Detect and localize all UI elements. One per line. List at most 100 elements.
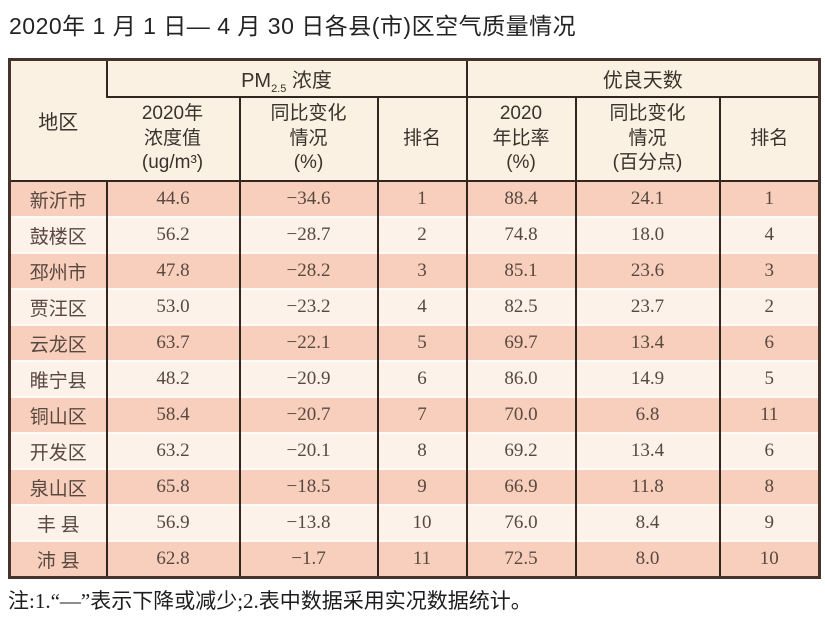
header-good-days-change: 同比变化 情况 (百分点) (574, 97, 720, 182)
cell-region: 丰 县 (9, 504, 107, 541)
header-pm25-change: 同比变化 情况 (%) (238, 97, 378, 182)
cell-region: 贾汪区 (9, 288, 107, 325)
cell-pm25-change: −34.6 (238, 181, 378, 217)
table-row: 睢宁县 48.2 −20.9 6 86.0 14.9 5 (9, 360, 820, 397)
cell-pm25-change: −20.7 (238, 396, 378, 433)
cell-pm25-rank: 4 (376, 288, 467, 325)
table-row: 鼓楼区 56.2 −28.7 2 74.8 18.0 4 (9, 216, 820, 253)
cell-good-days-change: 13.4 (574, 324, 720, 361)
header-sub-row: 2020年 浓度值 (ug/m³) 同比变化 情况 (%) 排名 2020 年比… (10, 97, 820, 182)
cell-pm25-change: −20.1 (238, 432, 378, 469)
cell-good-days-rank: 10 (718, 540, 820, 578)
cell-good-days-change: 11.8 (574, 468, 720, 505)
cell-pm25-rank: 3 (376, 252, 467, 289)
cell-good-days-rank: 2 (718, 288, 820, 325)
header-good-days-ratio: 2020 年比率 (%) (465, 97, 576, 182)
header-group-pm25: PM2.5 浓度 (105, 59, 467, 98)
cell-good-days-change: 8.4 (574, 504, 720, 541)
cell-good-days-ratio: 82.5 (465, 288, 576, 325)
cell-pm25-rank: 10 (376, 504, 467, 541)
table-body: 新沂市 44.6 −34.6 1 88.4 24.1 1 鼓楼区 56.2 −28.7 2 74.8 1… (9, 181, 820, 578)
cell-region: 开发区 (9, 432, 107, 469)
cell-good-days-ratio: 72.5 (465, 540, 576, 578)
cell-good-days-rank: 6 (718, 432, 820, 469)
cell-pm25-change: −18.5 (238, 468, 378, 505)
cell-region: 新沂市 (9, 181, 107, 217)
cell-pm25-concentration: 63.7 (105, 324, 240, 361)
cell-good-days-rank: 4 (718, 216, 820, 253)
cell-pm25-rank: 8 (376, 432, 467, 469)
cell-region: 鼓楼区 (9, 216, 107, 253)
cell-pm25-concentration: 48.2 (105, 360, 240, 397)
cell-region: 泉山区 (9, 468, 107, 505)
cell-pm25-change: −20.9 (238, 360, 378, 397)
cell-good-days-rank: 3 (718, 252, 820, 289)
cell-pm25-concentration: 65.8 (105, 468, 240, 505)
cell-pm25-concentration: 53.0 (105, 288, 240, 325)
header-group-good-days: 优良天数 (465, 59, 820, 98)
cell-good-days-change: 24.1 (574, 181, 720, 217)
table-row: 新沂市 44.6 −34.6 1 88.4 24.1 1 (9, 181, 820, 217)
pm25-subscript: 2.5 (271, 83, 287, 95)
cell-region: 邳州市 (9, 252, 107, 289)
header-pm25-rank: 排名 (376, 97, 467, 182)
cell-good-days-rank: 11 (718, 396, 820, 433)
cell-pm25-rank: 2 (376, 216, 467, 253)
cell-pm25-concentration: 56.9 (105, 504, 240, 541)
cell-pm25-rank: 7 (376, 396, 467, 433)
cell-pm25-concentration: 58.4 (105, 396, 240, 433)
cell-pm25-rank: 6 (376, 360, 467, 397)
cell-good-days-ratio: 85.1 (465, 252, 576, 289)
table-row: 云龙区 63.7 −22.1 5 69.7 13.4 6 (9, 324, 820, 361)
cell-good-days-rank: 9 (718, 504, 820, 541)
cell-region: 睢宁县 (9, 360, 107, 397)
table-header: 地区 PM2.5 浓度 优良天数 2020年 浓度值 (ug/m³) 同比变化 … (9, 59, 820, 182)
cell-good-days-ratio: 88.4 (465, 181, 576, 217)
table-row: 开发区 63.2 −20.1 8 69.2 13.4 6 (9, 432, 820, 469)
cell-pm25-change: −23.2 (238, 288, 378, 325)
cell-good-days-rank: 1 (718, 181, 820, 217)
header-good-days-rank: 排名 (718, 97, 820, 182)
cell-good-days-ratio: 86.0 (465, 360, 576, 397)
cell-region: 云龙区 (9, 324, 107, 361)
page-title: 2020年 1 月 1 日— 4 月 30 日各县(市)区空气质量情况 (9, 13, 577, 39)
table-row: 丰 县 56.9 −13.8 10 76.0 8.4 9 (9, 504, 820, 541)
table-row: 泉山区 65.8 −18.5 9 66.9 11.8 8 (9, 468, 820, 505)
table-row: 贾汪区 53.0 −23.2 4 82.5 23.7 2 (9, 288, 820, 325)
header-group-row: 地区 PM2.5 浓度 优良天数 (9, 59, 820, 182)
cell-good-days-ratio: 70.0 (465, 396, 576, 433)
cell-pm25-concentration: 56.2 (105, 216, 240, 253)
cell-pm25-change: −13.8 (238, 504, 378, 541)
footnote: 注:1.“—”表示下降或减少;2.表中数据采用实况数据统计。 (8, 589, 532, 613)
cell-good-days-change: 6.8 (574, 396, 720, 433)
header-region: 地区 (9, 59, 107, 182)
cell-good-days-ratio: 69.7 (465, 324, 576, 361)
cell-good-days-ratio: 69.2 (465, 432, 576, 469)
cell-good-days-ratio: 66.9 (465, 468, 576, 505)
cell-good-days-ratio: 76.0 (465, 504, 576, 541)
header-pm25-concentration: 2020年 浓度值 (ug/m³) (106, 97, 240, 182)
table-row: 铜山区 58.4 −20.7 7 70.0 6.8 11 (9, 396, 820, 433)
cell-pm25-concentration: 62.8 (105, 540, 240, 578)
cell-pm25-rank: 11 (376, 540, 467, 578)
cell-good-days-rank: 6 (718, 324, 820, 361)
cell-pm25-rank: 5 (376, 324, 467, 361)
cell-pm25-change: −28.2 (238, 252, 378, 289)
cell-pm25-change: −1.7 (238, 540, 378, 578)
cell-pm25-change: −28.7 (238, 216, 378, 253)
cell-good-days-change: 23.7 (574, 288, 720, 325)
cell-good-days-rank: 5 (718, 360, 820, 397)
table-row: 沛 县 62.8 −1.7 11 72.5 8.0 10 (9, 540, 820, 578)
cell-pm25-rank: 1 (376, 181, 467, 217)
cell-pm25-concentration: 44.6 (105, 181, 240, 217)
cell-good-days-change: 23.6 (574, 252, 720, 289)
cell-good-days-change: 18.0 (574, 216, 720, 253)
cell-good-days-ratio: 74.8 (465, 216, 576, 253)
pm25-prefix: PM (241, 70, 272, 92)
cell-region: 沛 县 (9, 540, 107, 578)
table-row: 邳州市 47.8 −28.2 3 85.1 23.6 3 (9, 252, 820, 289)
cell-region: 铜山区 (9, 396, 107, 433)
air-quality-table: 地区 PM2.5 浓度 优良天数 2020年 浓度值 (ug/m³) 同比变化 … (8, 58, 821, 579)
cell-pm25-rank: 9 (376, 468, 467, 505)
